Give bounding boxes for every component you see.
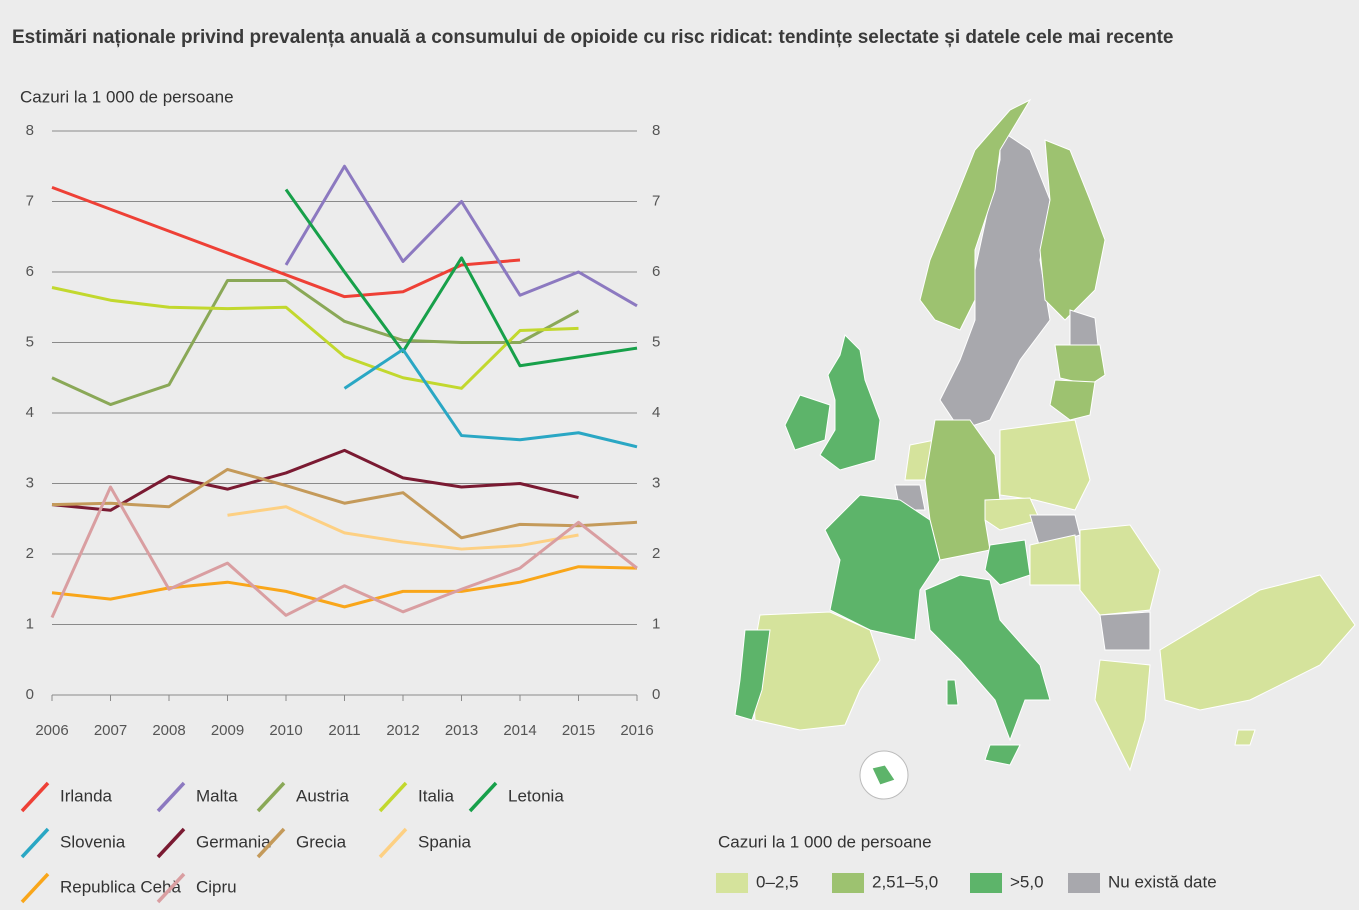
y2-tick-label: 0 <box>652 686 660 703</box>
x-tick-label: 2009 <box>211 722 244 739</box>
y2-tick-label: 4 <box>652 404 660 421</box>
series-line <box>227 505 579 551</box>
x-tick-label: 2016 <box>620 722 653 739</box>
country <box>984 744 1021 766</box>
legend-label: Slovenia <box>60 832 126 851</box>
country <box>1099 611 1151 651</box>
map-legend-swatch <box>832 873 864 893</box>
y2-tick-label: 2 <box>652 545 660 562</box>
y-tick-label: 0 <box>26 686 34 703</box>
series-line <box>51 467 638 540</box>
y-tick-label: 4 <box>26 404 34 421</box>
y-tick-label: 3 <box>26 474 34 491</box>
country <box>734 629 771 721</box>
country <box>984 539 1031 586</box>
map-legend-swatch <box>716 873 748 893</box>
y-tick-label: 8 <box>26 122 34 139</box>
y-tick-label: 2 <box>26 545 34 562</box>
legend-label: Irlanda <box>60 786 113 805</box>
y2-tick-label: 7 <box>652 192 660 209</box>
map-legend-title: Cazuri la 1 000 de persoane <box>718 832 932 851</box>
map-legend-label: Nu există date <box>1108 872 1217 891</box>
legend-label: Malta <box>196 786 238 805</box>
y-tick-label: 7 <box>26 192 34 209</box>
legend-swatch <box>256 781 286 813</box>
series-line <box>50 485 638 619</box>
series-line <box>51 278 580 407</box>
series-line <box>51 286 579 390</box>
legend-swatch <box>20 781 50 813</box>
legend-swatch <box>20 872 50 904</box>
legend-label: Grecia <box>296 832 347 851</box>
country <box>924 419 1001 561</box>
legend-swatch <box>20 827 50 859</box>
legend-label: Cipru <box>196 877 237 896</box>
legend-label: Germania <box>196 832 271 851</box>
y-tick-label: 1 <box>26 615 34 632</box>
country <box>984 497 1041 531</box>
country <box>824 494 941 641</box>
legend-swatch <box>378 827 408 859</box>
y2-tick-label: 6 <box>652 263 660 280</box>
legend-label: Letonia <box>508 786 564 805</box>
country <box>1039 139 1106 321</box>
country <box>1234 729 1256 746</box>
x-tick-label: 2006 <box>35 722 68 739</box>
legend-label: Spania <box>418 832 471 851</box>
legend-swatch <box>468 781 498 813</box>
x-tick-label: 2011 <box>328 722 360 739</box>
x-tick-label: 2012 <box>386 722 419 739</box>
y2-tick-label: 1 <box>652 615 660 632</box>
y2-tick-label: 3 <box>652 474 660 491</box>
map-legend-swatch <box>970 873 1002 893</box>
legend-swatch <box>256 827 286 859</box>
country <box>819 334 881 471</box>
series-line <box>284 188 638 368</box>
country <box>924 574 1051 742</box>
country <box>1079 524 1161 616</box>
y-tick-label: 6 <box>26 263 34 280</box>
country <box>871 764 896 786</box>
x-tick-label: 2007 <box>94 722 127 739</box>
map-legend-swatch <box>1068 873 1100 893</box>
y-tick-label: 5 <box>26 333 34 350</box>
series-line <box>284 164 638 308</box>
x-tick-label: 2014 <box>503 722 536 739</box>
chart-title: Estimări naționale privind prevalența an… <box>12 27 1174 48</box>
map-legend-label: >5,0 <box>1010 872 1044 891</box>
country <box>1069 309 1099 346</box>
x-tick-label: 2008 <box>152 722 185 739</box>
country <box>1029 534 1081 586</box>
country <box>1094 659 1151 772</box>
y2-tick-label: 8 <box>652 122 660 139</box>
legend-swatch <box>378 781 408 813</box>
series-line <box>51 185 521 299</box>
legend-swatch <box>156 872 186 904</box>
legend-swatch <box>156 781 186 813</box>
map <box>734 98 1356 800</box>
legend-label: Austria <box>296 786 349 805</box>
series-line <box>51 565 638 609</box>
country <box>1159 574 1356 711</box>
series-line <box>343 348 638 449</box>
x-tick-label: 2013 <box>445 722 478 739</box>
x-tick-label: 2010 <box>269 722 302 739</box>
country <box>946 679 959 706</box>
country <box>1049 379 1096 421</box>
x-tick-label: 2015 <box>562 722 595 739</box>
country <box>784 394 831 451</box>
country <box>919 98 1032 331</box>
legend-label: Italia <box>418 786 454 805</box>
series-line <box>51 448 579 512</box>
map-legend-label: 0–2,5 <box>756 872 799 891</box>
y2-tick-label: 5 <box>652 333 660 350</box>
country <box>1054 344 1106 386</box>
legend-swatch <box>156 827 186 859</box>
y-axis-label: Cazuri la 1 000 de persoane <box>20 87 234 106</box>
map-legend-label: 2,51–5,0 <box>872 872 938 891</box>
country <box>999 419 1091 511</box>
legend-label: Republica Cehă <box>60 877 182 896</box>
country <box>751 611 881 731</box>
